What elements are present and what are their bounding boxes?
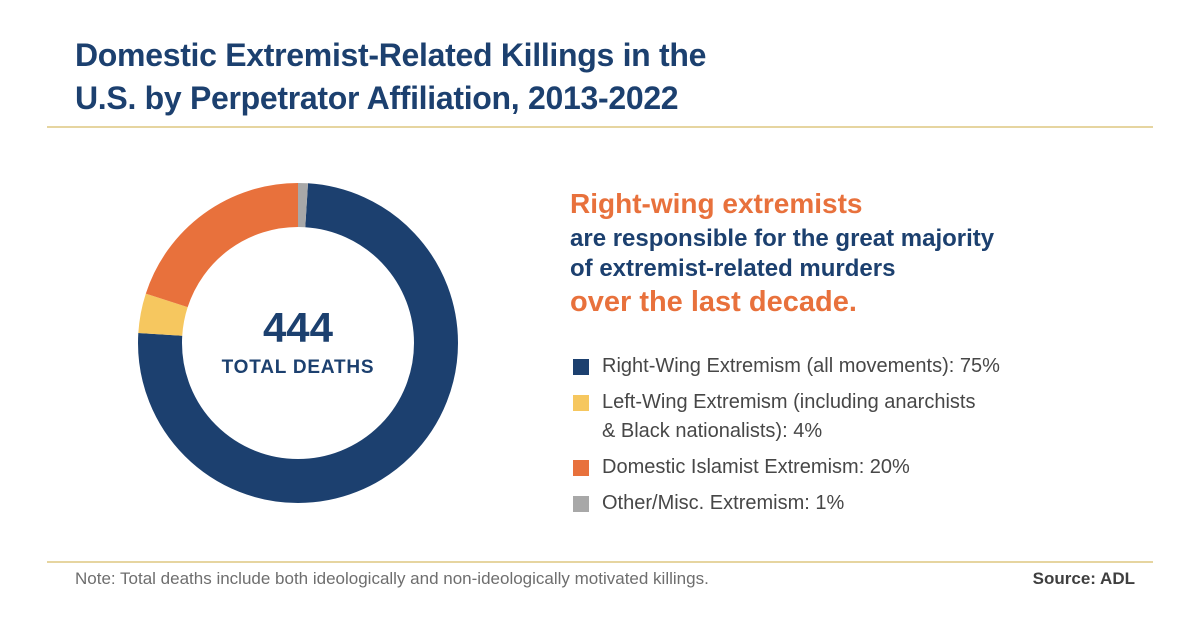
source-credit: Source: ADL [1032,569,1135,588]
donut-segment-1 [138,183,458,503]
legend-item: Domestic Islamist Extremism: 20% [570,453,1170,482]
page-title: Domestic Extremist-Related Killings in t… [75,34,706,120]
donut-segment-4 [138,183,458,503]
legend-item: Right-Wing Extremism (all movements): 75… [570,352,1170,381]
footer-note: Note: Total deaths include both ideologi… [75,569,709,588]
donut-chart: 444 TOTAL DEATHS [138,183,458,503]
headline-body-line1: are responsible for the great majority [570,225,995,252]
chart-legend: Right-Wing Extremism (all movements): 75… [570,352,1170,518]
legend-swatch [573,496,589,512]
legend-item: Left-Wing Extremism (including anarchist… [570,388,1170,446]
legend-label: Right-Wing Extremism (all movements): 75… [602,355,1000,377]
header-divider [47,126,1153,128]
legend-label: Domestic Islamist Extremism: 20% [602,456,910,478]
headline-body-line2: of extremist-related murders [570,255,896,282]
donut-svg [138,183,458,503]
headline-accent-line2: over the last decade. [570,286,857,318]
legend-label: Other/Misc. Extremism: 1% [602,492,845,514]
headline: Right-wing extremists are responsible fo… [570,184,1170,319]
legend-item: Other/Misc. Extremism: 1% [570,489,1170,518]
legend-swatch [573,460,589,476]
legend-swatch [573,395,589,411]
footer-divider [47,561,1153,563]
headline-accent-line1: Right-wing extremists [570,188,863,219]
legend-swatch [573,359,589,375]
page-title-line2: U.S. by Perpetrator Affiliation, 2013-20… [75,80,679,116]
legend-label: Left-Wing Extremism (including anarchist… [602,391,976,442]
footer: Note: Total deaths include both ideologi… [75,569,1135,589]
text-column: Right-wing extremists are responsible fo… [570,184,1170,525]
page-title-line1: Domestic Extremist-Related Killings in t… [75,37,707,73]
